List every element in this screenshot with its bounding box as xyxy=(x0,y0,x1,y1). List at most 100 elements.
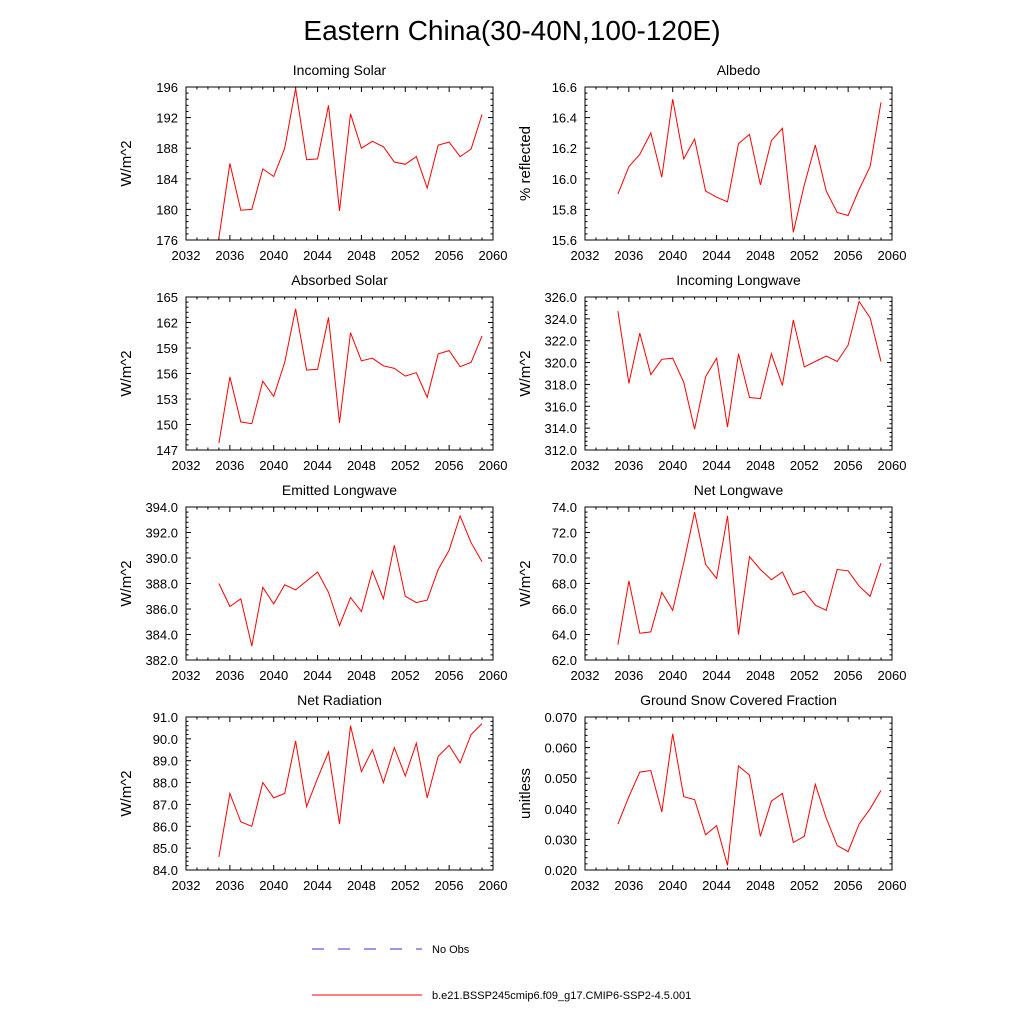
plot-frame xyxy=(185,296,494,451)
x-tick-label: 2056 xyxy=(435,668,464,683)
x-tick-label: 2056 xyxy=(834,458,863,473)
x-tick-label: 2044 xyxy=(303,248,332,263)
x-tick-label: 2060 xyxy=(479,248,508,263)
x-tick-label: 2040 xyxy=(658,668,687,683)
y-tick-label: 88.0 xyxy=(153,776,178,791)
panel-title: Albedo xyxy=(717,62,761,78)
panel-title: Absorbed Solar xyxy=(291,272,388,288)
x-tick-label: 2060 xyxy=(479,878,508,893)
x-tick-label: 2056 xyxy=(435,878,464,893)
y-tick-label: 62.0 xyxy=(552,653,577,668)
x-tick-label: 2036 xyxy=(614,668,643,683)
series-line xyxy=(617,511,882,645)
panel-3: Absorbed Solar W/m^2 2032 2036 2040 2044 2048 2… xyxy=(118,272,507,473)
figure-title: Eastern China(30-40N,100-120E) xyxy=(303,15,720,46)
x-tick-label: 2048 xyxy=(746,668,775,683)
x-tick-label: 2056 xyxy=(435,458,464,473)
y-tick-label: 72.0 xyxy=(552,526,577,541)
y-tick-label: 68.0 xyxy=(552,577,577,592)
panel-title: Incoming Longwave xyxy=(676,272,801,288)
y-tick-label: 16.2 xyxy=(552,141,577,156)
legend: No Obs b.e21.BSSP245cmip6.f09_g17.CMIP6-… xyxy=(312,944,691,1002)
y-tick-label: 15.8 xyxy=(552,202,577,217)
y-tick-label: 314.0 xyxy=(544,421,577,436)
x-tick-label: 2048 xyxy=(746,248,775,263)
x-tick-label: 2048 xyxy=(347,458,376,473)
panel-title: Ground Snow Covered Fraction xyxy=(640,692,837,708)
x-tick-label: 2044 xyxy=(702,878,731,893)
x-tick-label: 2060 xyxy=(878,878,907,893)
x-tick-label: 2044 xyxy=(702,248,731,263)
y-axis-label: W/m^2 xyxy=(118,770,135,816)
y-tick-label: 162 xyxy=(156,316,178,331)
x-tick-label: 2040 xyxy=(259,668,288,683)
y-tick-label: 0.040 xyxy=(544,802,577,817)
y-axis-label: % reflected xyxy=(517,126,534,201)
y-tick-label: 382.0 xyxy=(145,653,178,668)
series-line xyxy=(218,308,483,444)
x-tick-label: 2036 xyxy=(215,668,244,683)
y-tick-label: 312.0 xyxy=(544,443,577,458)
y-tick-label: 192 xyxy=(156,111,178,126)
x-tick-label: 2052 xyxy=(391,248,420,263)
x-tick-label: 2032 xyxy=(172,668,201,683)
x-tick-label: 2048 xyxy=(746,878,775,893)
panel-grid: Incoming Solar W/m^2 2032 2036 2040 2044 2048 2… xyxy=(118,62,906,893)
y-tick-label: 324.0 xyxy=(544,312,577,327)
x-tick-label: 2056 xyxy=(834,668,863,683)
x-tick-label: 2052 xyxy=(790,878,819,893)
x-tick-label: 2044 xyxy=(303,878,332,893)
x-tick-label: 2036 xyxy=(215,248,244,263)
x-tick-label: 2048 xyxy=(347,248,376,263)
x-tick-label: 2052 xyxy=(391,458,420,473)
y-tick-label: 16.6 xyxy=(552,80,577,95)
x-tick-label: 2032 xyxy=(172,878,201,893)
x-tick-label: 2052 xyxy=(790,458,819,473)
y-tick-label: 153 xyxy=(156,392,178,407)
x-tick-label: 2040 xyxy=(259,248,288,263)
y-tick-label: 16.0 xyxy=(552,172,577,187)
series-line xyxy=(617,99,882,233)
y-tick-label: 91.0 xyxy=(153,710,178,725)
y-tick-label: 64.0 xyxy=(552,628,577,643)
x-tick-label: 2056 xyxy=(435,248,464,263)
x-tick-label: 2032 xyxy=(571,878,600,893)
plot-frame xyxy=(185,86,494,241)
x-tick-label: 2060 xyxy=(878,668,907,683)
y-tick-label: 320.0 xyxy=(544,356,577,371)
x-tick-label: 2048 xyxy=(347,878,376,893)
y-tick-label: 16.4 xyxy=(552,111,577,126)
x-tick-label: 2040 xyxy=(259,878,288,893)
y-tick-label: 196 xyxy=(156,80,178,95)
x-tick-label: 2044 xyxy=(702,458,731,473)
y-axis-label: W/m^2 xyxy=(517,350,534,396)
x-tick-label: 2044 xyxy=(303,668,332,683)
x-tick-label: 2032 xyxy=(571,458,600,473)
y-tick-label: 87.0 xyxy=(153,797,178,812)
x-tick-label: 2044 xyxy=(702,668,731,683)
series-line xyxy=(617,733,882,866)
plot-frame xyxy=(185,716,494,871)
y-tick-label: 90.0 xyxy=(153,732,178,747)
y-axis-label: W/m^2 xyxy=(118,350,135,396)
x-tick-label: 2032 xyxy=(571,668,600,683)
x-tick-label: 2040 xyxy=(259,458,288,473)
plot-frame xyxy=(584,716,893,871)
y-tick-label: 0.030 xyxy=(544,832,577,847)
y-tick-label: 316.0 xyxy=(544,399,577,414)
y-tick-label: 318.0 xyxy=(544,377,577,392)
y-axis-label: W/m^2 xyxy=(118,140,135,186)
y-tick-label: 66.0 xyxy=(552,602,577,617)
x-tick-label: 2036 xyxy=(614,248,643,263)
x-tick-label: 2032 xyxy=(172,248,201,263)
x-tick-label: 2032 xyxy=(172,458,201,473)
series-line xyxy=(218,88,483,238)
y-axis-label: W/m^2 xyxy=(517,560,534,606)
y-tick-label: 176 xyxy=(156,233,178,248)
x-tick-label: 2036 xyxy=(614,878,643,893)
x-tick-label: 2060 xyxy=(878,458,907,473)
y-tick-label: 0.020 xyxy=(544,863,577,878)
y-axis-label: unitless xyxy=(517,768,534,819)
y-tick-label: 188 xyxy=(156,141,178,156)
x-tick-label: 2052 xyxy=(790,668,819,683)
